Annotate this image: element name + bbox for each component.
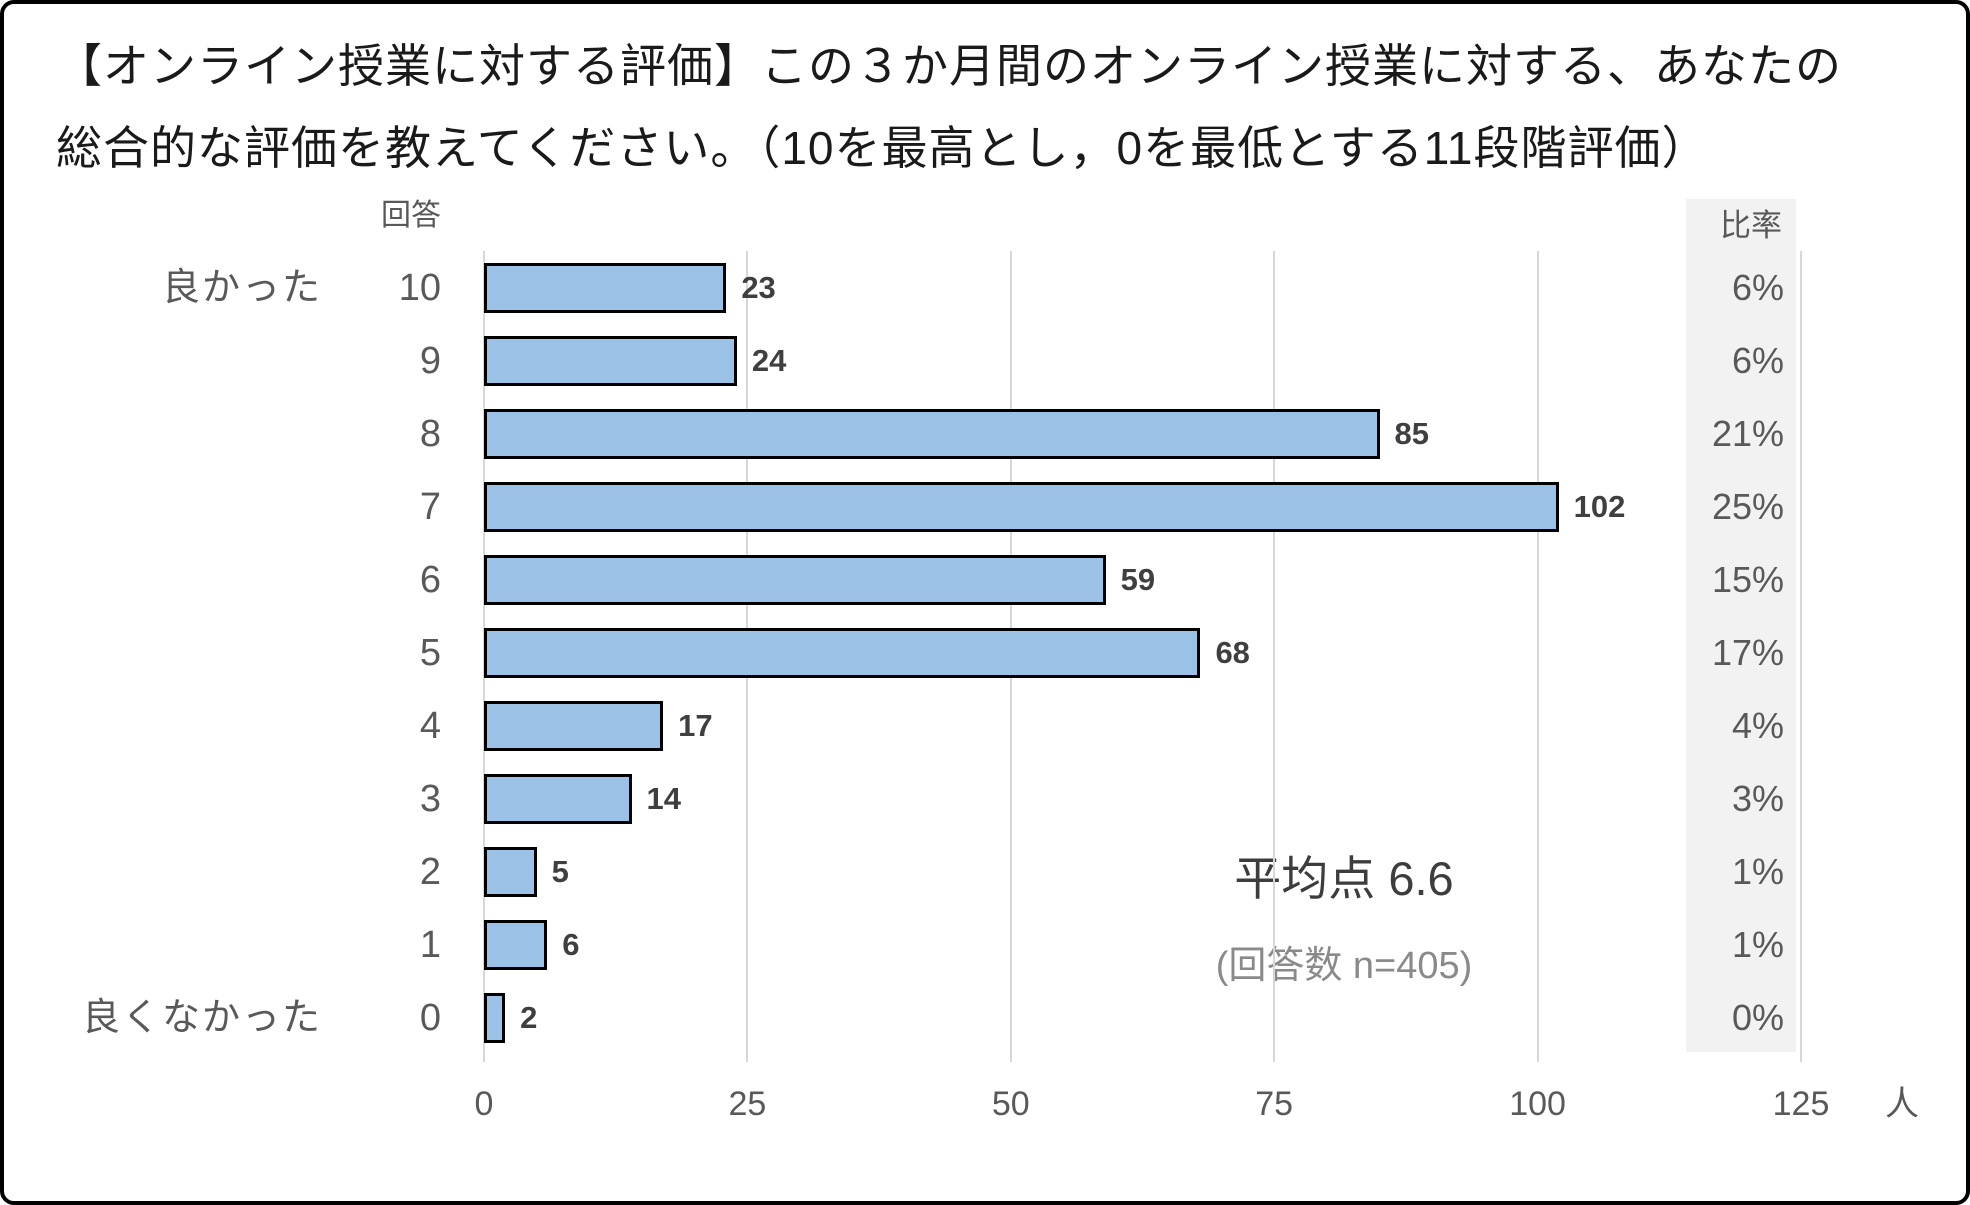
percent-label: 17% [1711, 631, 1784, 673]
bar [484, 408, 1380, 459]
bar [484, 846, 537, 897]
x-gridline [1536, 251, 1539, 1062]
percent-label: 6% [1731, 339, 1784, 381]
bar-value-label: 5 [551, 853, 569, 889]
x-axis-unit-label: 人 [1885, 1085, 1919, 1123]
x-gridline [1800, 251, 1802, 1062]
x-axis-tick-label: 0 [474, 1085, 494, 1123]
bar-value-label: 23 [741, 269, 776, 305]
percent-label: 25% [1711, 485, 1784, 527]
bar [484, 700, 664, 751]
bar [484, 992, 506, 1043]
category-label: 9 [419, 339, 441, 382]
category-label: 7 [419, 485, 441, 528]
bar [484, 481, 1559, 532]
x-axis-tick-label: 50 [991, 1085, 1030, 1123]
bar-value-label: 24 [751, 342, 787, 378]
bar-value-label: 14 [646, 780, 681, 816]
response-count-annotation: (回答数 n=405) [1215, 945, 1473, 987]
category-label: 4 [419, 704, 441, 747]
bar [484, 335, 737, 386]
bar-value-label: 2 [520, 999, 538, 1035]
percent-label: 0% [1731, 996, 1784, 1038]
x-axis-tick-label: 75 [1255, 1085, 1294, 1123]
bar-value-label: 85 [1394, 415, 1430, 451]
bar-value-label: 59 [1120, 561, 1156, 597]
percent-label: 4% [1731, 704, 1784, 746]
percent-label: 15% [1711, 558, 1784, 600]
percent-label: 1% [1731, 850, 1784, 892]
bar [484, 773, 632, 824]
percent-label: 21% [1711, 412, 1784, 454]
x-axis-tick-label: 125 [1772, 1085, 1830, 1123]
category-axis-top-label: 良かった [161, 266, 322, 309]
category-label: 10 [398, 266, 441, 309]
answer-column-header: 回答 [381, 199, 441, 232]
bar [484, 554, 1106, 605]
category-label: 8 [419, 412, 441, 455]
mean-score-annotation: 平均点 6.6 [1234, 852, 1454, 905]
chart-title-line2: 総合的な評価を教えてください。（10を最高とし，0を最低とする11段階評価） [56, 122, 1709, 174]
percent-label: 6% [1731, 266, 1784, 308]
bar [484, 262, 727, 313]
x-axis-tick-label: 100 [1509, 1085, 1566, 1123]
category-axis-bottom-label: 良くなかった [81, 996, 322, 1039]
percent-label: 3% [1731, 777, 1784, 819]
x-axis-tick-label: 25 [728, 1085, 767, 1123]
ratio-column-background [1686, 199, 1796, 1052]
ratio-column-header: 比率 [1720, 208, 1782, 243]
category-label: 3 [419, 777, 441, 820]
category-label: 5 [419, 631, 441, 674]
bar-value-label: 17 [678, 707, 713, 743]
category-label: 0 [419, 996, 441, 1039]
category-label: 1 [419, 923, 441, 966]
bar-value-label: 102 [1573, 488, 1626, 524]
bar [484, 627, 1201, 678]
x-gridline [1273, 251, 1276, 1062]
bar [484, 919, 548, 970]
chart-title-line1: 【オンライン授業に対する評価】この３か月間のオンライン授業に対する、あなたの [56, 40, 1842, 92]
bar-value-label: 6 [562, 926, 580, 962]
category-label: 6 [419, 558, 441, 601]
percent-label: 1% [1731, 923, 1784, 965]
bar-value-label: 68 [1215, 634, 1250, 670]
category-label: 2 [419, 850, 441, 893]
